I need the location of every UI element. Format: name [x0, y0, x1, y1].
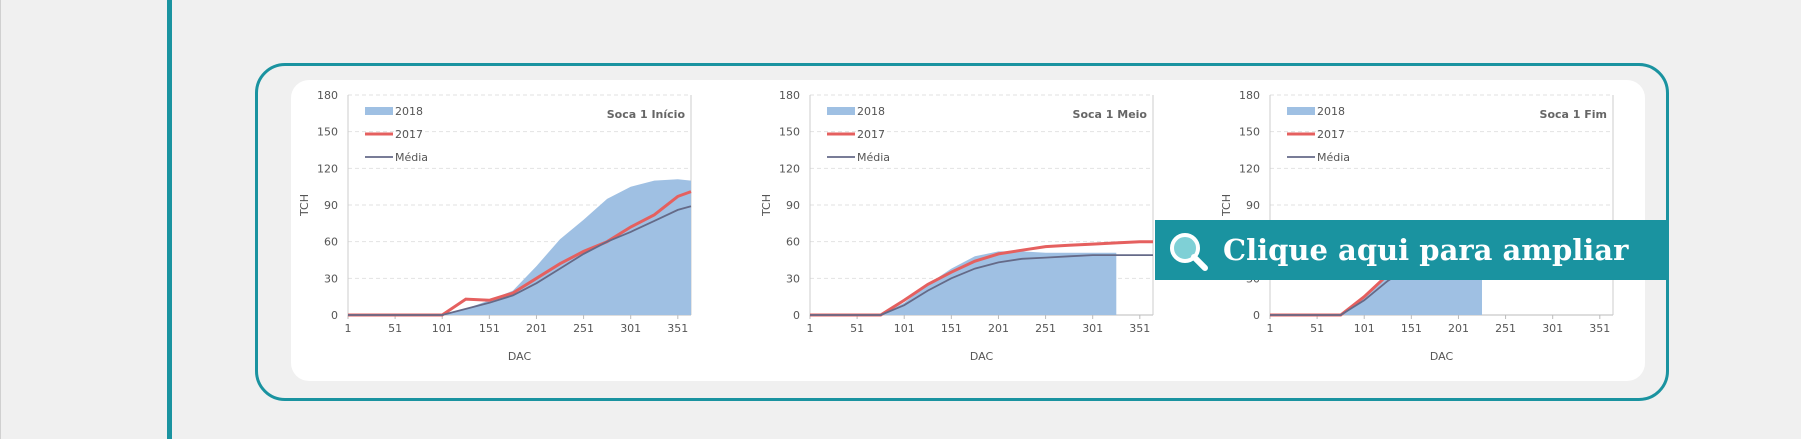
x-tick-label: 101: [894, 322, 915, 335]
x-axis-label: DAC: [970, 350, 994, 363]
x-tick-label: 251: [573, 322, 594, 335]
y-tick-label: 180: [317, 89, 338, 102]
x-tick-label: 1: [345, 322, 352, 335]
x-tick-label: 301: [620, 322, 641, 335]
x-tick-label: 151: [1401, 322, 1422, 335]
y-tick-label: 90: [786, 199, 800, 212]
y-tick-label: 120: [779, 162, 800, 175]
zoom-label[interactable]: Clique aqui para ampliar: [1223, 233, 1629, 267]
legend-swatch: [827, 107, 855, 115]
legend-label: 2017: [395, 128, 423, 141]
y-tick-label: 0: [331, 309, 338, 322]
area: [348, 179, 691, 315]
y-tick-label: 150: [1239, 126, 1260, 139]
legend-label: 2018: [1317, 105, 1345, 118]
x-tick-label: 301: [1542, 322, 1563, 335]
y-axis-label: TCH: [760, 194, 773, 217]
x-tick-label: 151: [479, 322, 500, 335]
legend-label: 2017: [857, 128, 885, 141]
magnifier-icon: [1170, 233, 1208, 271]
x-axis-label: DAC: [508, 350, 532, 363]
legend-label: 2018: [395, 105, 423, 118]
y-axis-label: TCH: [1220, 194, 1233, 217]
x-tick-label: 151: [941, 322, 962, 335]
x-tick-label: 51: [388, 322, 402, 335]
x-tick-label: 251: [1495, 322, 1516, 335]
y-axis-label: TCH: [298, 194, 311, 217]
area: [810, 251, 1117, 315]
y-tick-label: 90: [324, 199, 338, 212]
y-tick-label: 180: [779, 89, 800, 102]
x-tick-label: 1: [1267, 322, 1274, 335]
y-tick-label: 120: [317, 162, 338, 175]
y-tick-label: 60: [786, 236, 800, 249]
y-tick-label: 30: [324, 272, 338, 285]
line: [810, 254, 1153, 316]
x-tick-label: 201: [1448, 322, 1469, 335]
legend-swatch: [1287, 107, 1315, 115]
y-tick-label: 120: [1239, 162, 1260, 175]
chart-title: Soca 1 Meio: [1073, 108, 1148, 121]
side-border: [0, 0, 1, 439]
y-tick-label: 150: [779, 126, 800, 139]
legend-label: Média: [857, 151, 890, 164]
legend-label: Média: [1317, 151, 1350, 164]
x-tick-label: 201: [526, 322, 547, 335]
x-tick-label: 101: [432, 322, 453, 335]
x-tick-label: 251: [1035, 322, 1056, 335]
line: [348, 205, 692, 316]
y-tick-label: 30: [786, 272, 800, 285]
x-tick-label: 1: [807, 322, 814, 335]
legend-label: Média: [395, 151, 428, 164]
y-tick-label: 60: [324, 236, 338, 249]
y-tick-label: 180: [1239, 89, 1260, 102]
x-tick-label: 51: [850, 322, 864, 335]
x-axis-label: DAC: [1430, 350, 1454, 363]
x-tick-label: 51: [1310, 322, 1324, 335]
chart-title: Soca 1 Fim: [1540, 108, 1607, 121]
x-tick-label: 101: [1354, 322, 1375, 335]
x-tick-label: 201: [988, 322, 1009, 335]
y-tick-label: 90: [1246, 199, 1260, 212]
chart-title: Soca 1 Início: [607, 108, 686, 121]
legend-swatch: [365, 107, 393, 115]
x-tick-label: 351: [1129, 322, 1150, 335]
y-tick-label: 0: [1253, 309, 1260, 322]
accent-bar: [167, 0, 172, 439]
x-tick-label: 301: [1082, 322, 1103, 335]
y-tick-label: 150: [317, 126, 338, 139]
y-tick-label: 0: [793, 309, 800, 322]
x-tick-label: 351: [667, 322, 688, 335]
zoom-button[interactable]: Clique aqui para ampliar: [1155, 220, 1668, 280]
legend-label: 2018: [857, 105, 885, 118]
x-tick-label: 351: [1589, 322, 1610, 335]
legend-label: 2017: [1317, 128, 1345, 141]
